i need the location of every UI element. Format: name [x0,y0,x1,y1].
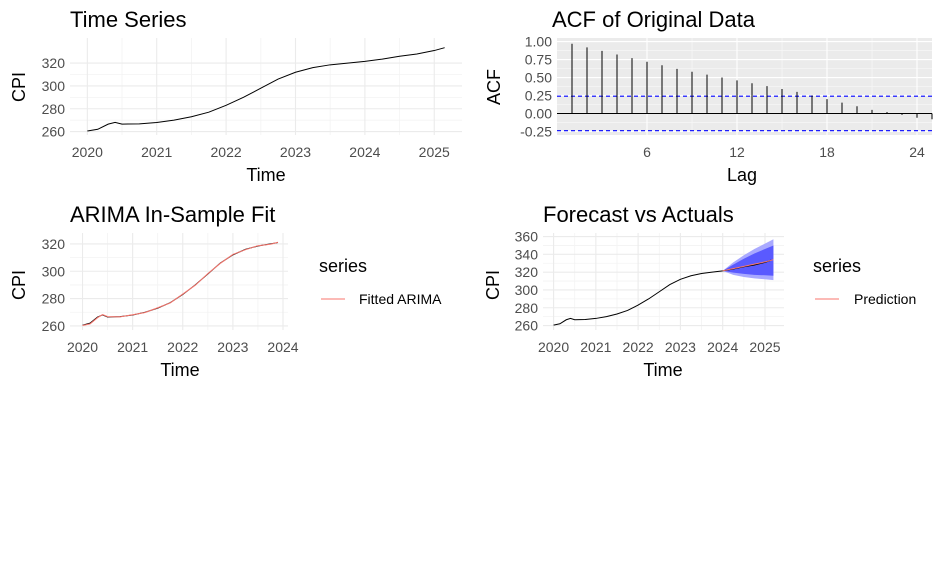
x-tick-label: 24 [909,144,925,160]
legend-title: series [319,256,367,276]
panel-time-series: Time Series 2020 2021 2022 2023 2024 2025 260… [9,7,462,185]
x-tick-label: 2022 [211,144,242,160]
x-tick-label: 12 [729,144,745,160]
x-tick-label: 2025 [419,144,450,160]
y-tick-label: 320 [42,55,66,71]
plot-marks [557,43,933,132]
plot-marks [82,241,279,326]
x-tick-labels: 2020 2021 2022 2023 2024 2025 [538,339,781,355]
y-axis-title: ACF [484,69,504,105]
x-tick-label: 2020 [538,339,569,355]
y-tick-label: 320 [515,264,539,280]
x-tick-label: 2021 [117,339,148,355]
y-axis-title: CPI [483,270,503,300]
chart-title: ACF of Original Data [552,7,756,32]
y-axis-title: CPI [9,72,29,102]
x-tick-label: 2022 [167,339,198,355]
x-tick-label: 2024 [349,144,380,160]
x-tick-labels: 6 12 18 24 [643,144,925,160]
y-tick-label: 300 [42,78,66,94]
forecast-band-80 [722,245,774,276]
x-tick-label: 2021 [141,144,172,160]
grid [70,233,288,330]
y-tick-label: 260 [42,124,66,140]
y-tick-label: -0.25 [520,123,552,139]
x-axis-title: Lag [727,165,757,185]
y-tick-label: 320 [42,236,66,252]
x-axis-title: Time [160,360,199,380]
y-tick-label: 0.25 [525,87,552,103]
y-tick-labels: 260 280 300 320 [42,55,66,139]
x-tick-labels: 2020 2021 2022 2023 2024 [67,339,299,355]
legend-label-prediction: Prediction [854,291,916,307]
x-axis-title: Time [246,165,285,185]
grid [543,233,784,330]
y-tick-label: 1.00 [525,34,552,50]
series-line-fitted-arima [82,241,279,326]
x-tick-label: 18 [819,144,835,160]
panel-forecast: Forecast vs Actuals 2020 2021 2022 2023 2024… [483,202,916,380]
series-line-prediction [722,259,774,272]
x-tick-label: 2020 [67,339,98,355]
y-tick-label: 0.50 [525,70,552,86]
series-line-actual [82,242,279,326]
y-tick-label: 280 [42,101,66,117]
y-tick-labels: -0.25 0.00 0.250.50 0.75 1.00 [520,34,552,140]
x-tick-label: 2021 [580,339,611,355]
y-tick-label: 0.75 [525,52,552,68]
legend: series Prediction [813,256,916,307]
y-tick-label: 260 [515,318,539,334]
y-axis-title: CPI [9,270,29,300]
x-tick-label: 2023 [665,339,696,355]
plot-marks [87,47,445,132]
x-tick-label: 2024 [707,339,738,355]
y-tick-label: 0.00 [525,105,552,121]
y-tick-label: 340 [515,246,539,262]
x-tick-label: 2024 [267,339,298,355]
legend-label-fitted-arima: Fitted ARIMA [359,291,442,307]
y-tick-label: 260 [42,318,66,334]
panel-acf: ACF of Original Data 6 12 18 24 -0.25 0.00 0.… [484,7,933,185]
y-tick-label: 300 [42,263,66,279]
chart-title: ARIMA In-Sample Fit [70,202,275,227]
y-tick-label: 300 [515,282,539,298]
grid [70,38,462,135]
y-tick-labels: 260 280 300 320 [42,236,66,334]
chart-title: Forecast vs Actuals [543,202,734,227]
x-tick-label: 6 [643,144,651,160]
legend-title: series [813,256,861,276]
chart-title: Time Series [70,7,187,32]
x-tick-labels: 2020 2021 2022 2023 2024 2025 [72,144,450,160]
x-axis-title: Time [643,360,682,380]
x-tick-label: 2020 [72,144,103,160]
y-tick-label: 280 [515,300,539,316]
y-tick-label: 280 [42,291,66,307]
x-tick-label: 2022 [623,339,654,355]
x-tick-label: 2025 [749,339,780,355]
y-tick-label: 360 [515,229,539,245]
x-tick-label: 2023 [217,339,248,355]
panel-arima-fit: ARIMA In-Sample Fit 2020 2021 2022 2023 2024… [9,202,442,380]
series-line-actual [87,47,445,132]
x-tick-label: 2023 [280,144,311,160]
plot-marks [553,239,774,326]
legend: series Fitted ARIMA [319,256,442,307]
